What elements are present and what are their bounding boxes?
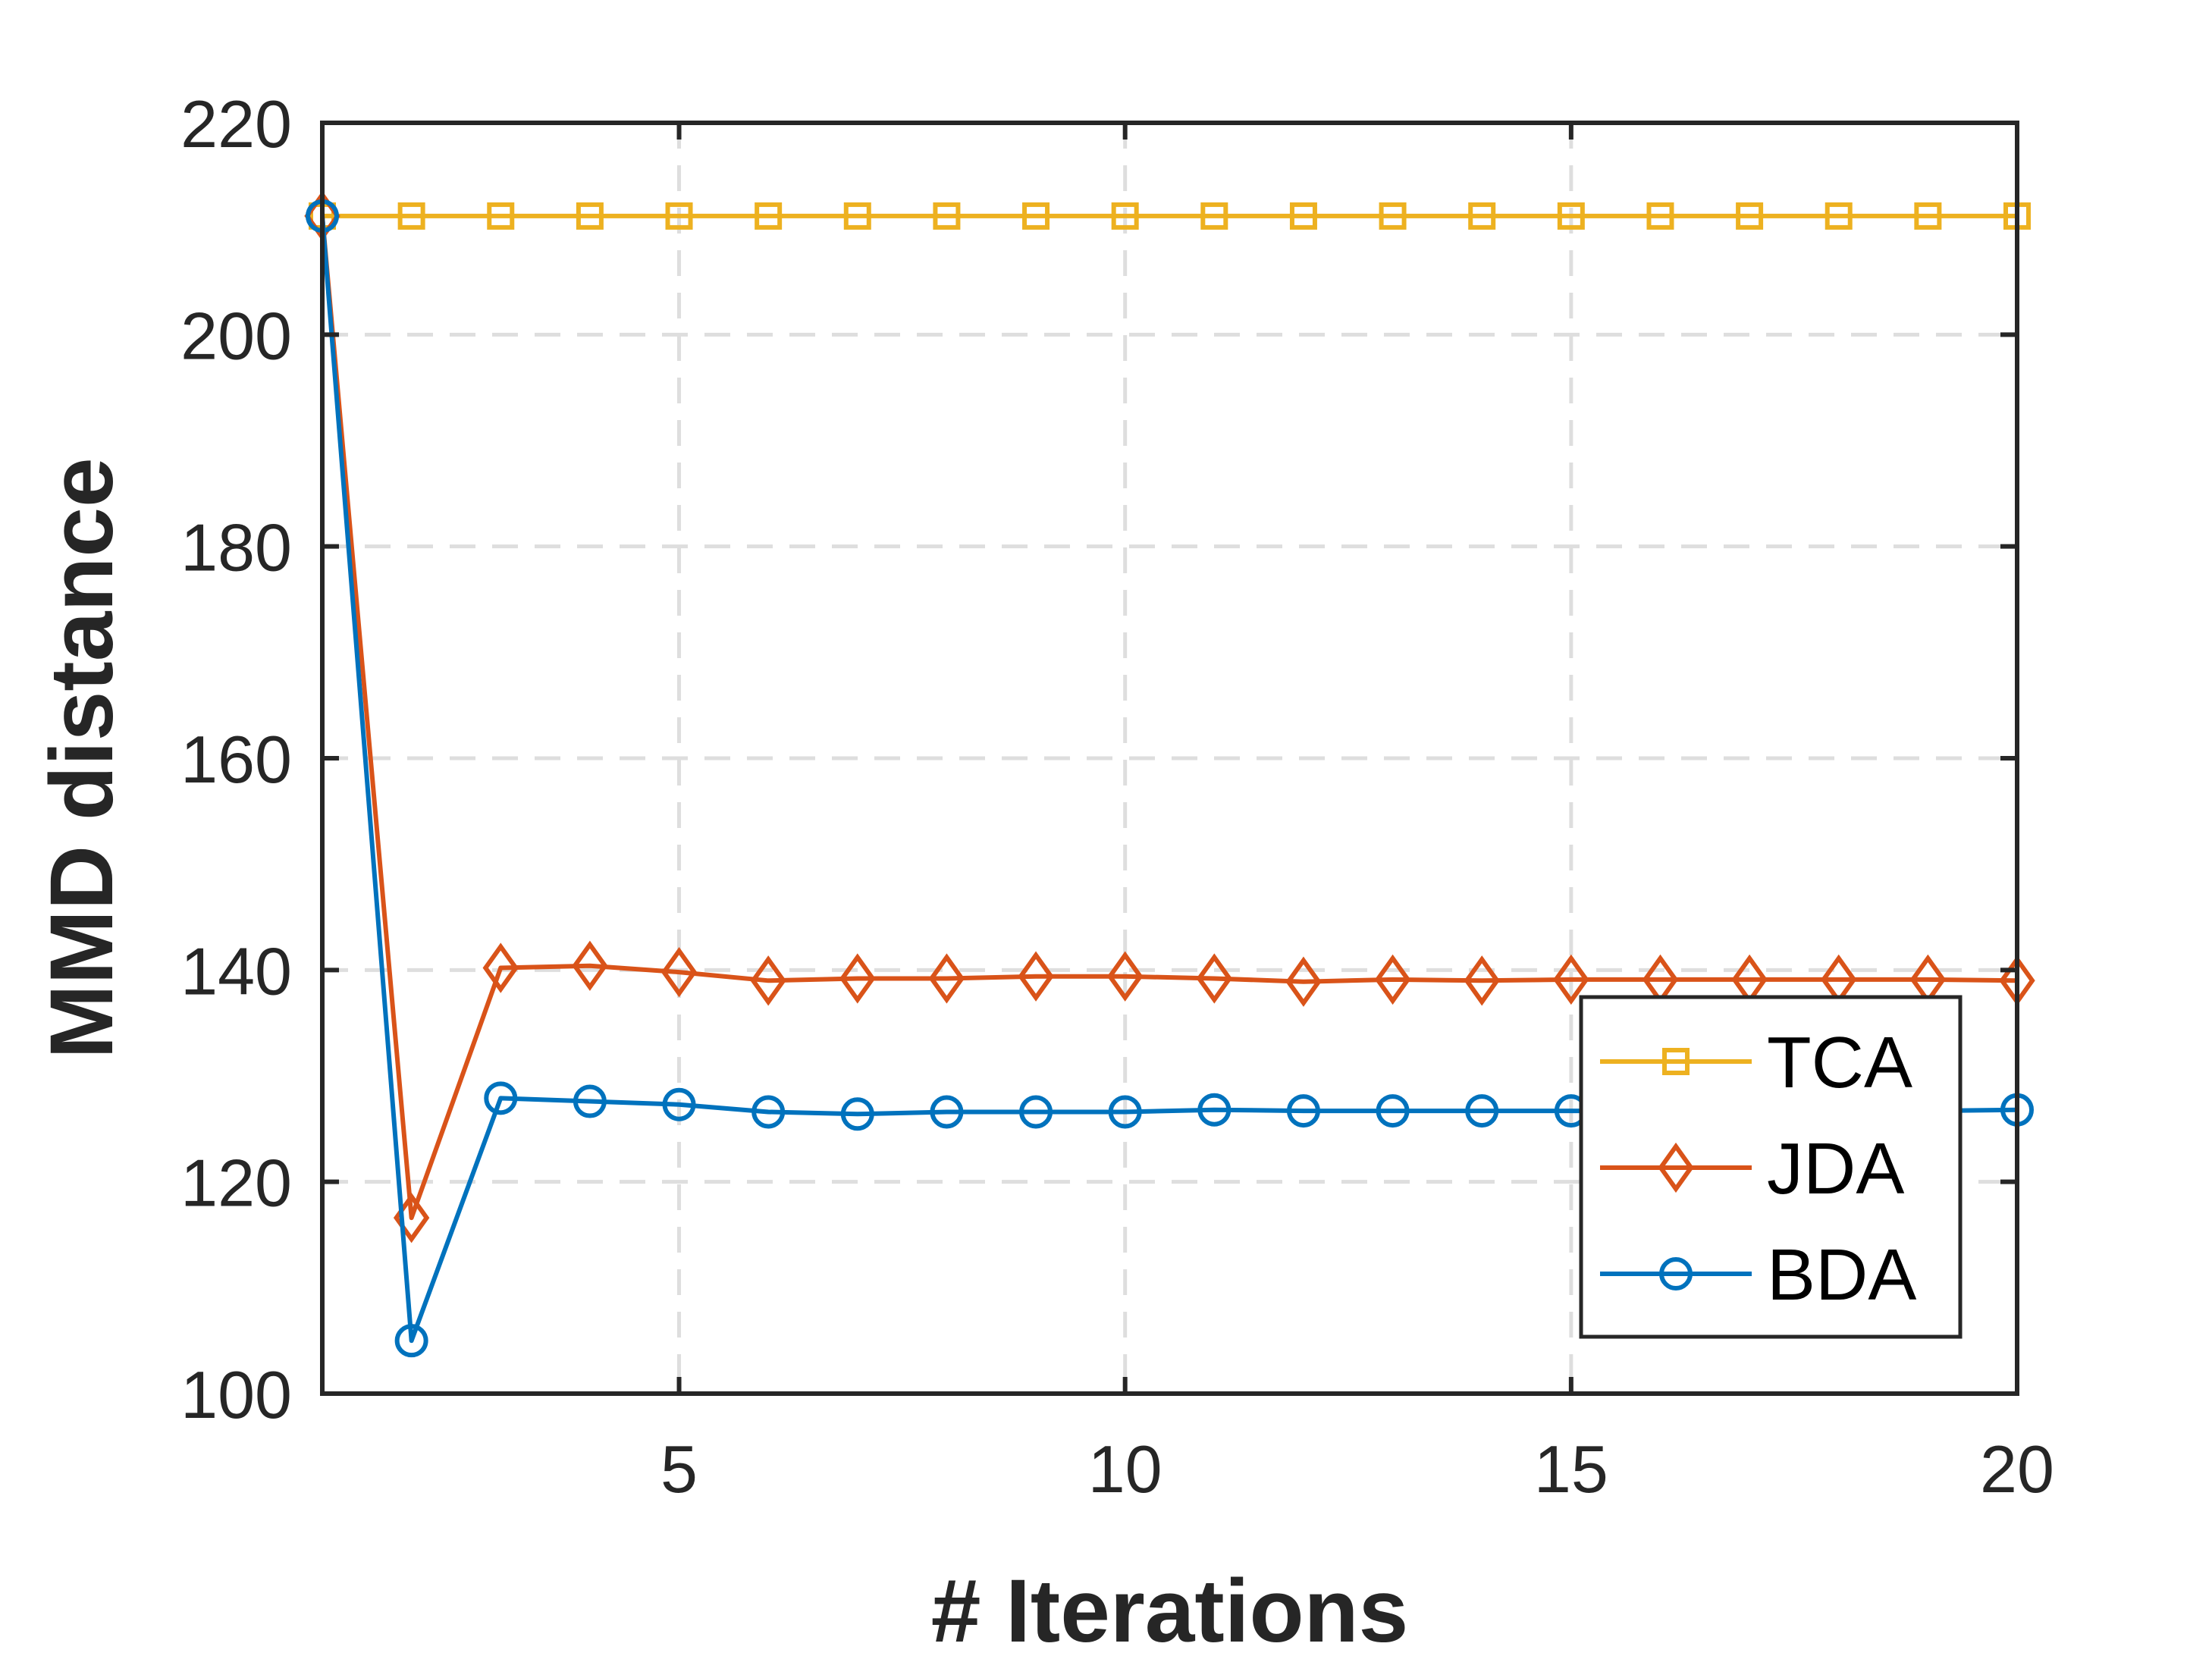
data-point-tca xyxy=(755,202,783,230)
data-point-jda xyxy=(1018,951,1054,1002)
data-point-tca xyxy=(1646,202,1674,230)
data-point-bda xyxy=(1465,1094,1499,1128)
data-point-tca xyxy=(1379,202,1407,230)
data-point-bda xyxy=(1197,1093,1232,1127)
data-point-tca xyxy=(1022,202,1050,230)
data-point-tca xyxy=(1557,202,1585,230)
data-point-jda xyxy=(1285,956,1322,1007)
legend-label-jda: JDA xyxy=(1767,1128,1904,1209)
data-point-jda xyxy=(750,955,786,1006)
y-tick-label: 160 xyxy=(180,722,292,797)
y-tick-label: 220 xyxy=(180,86,292,162)
y-tick-label: 120 xyxy=(180,1146,292,1221)
data-point-tca xyxy=(1825,202,1853,230)
data-point-bda xyxy=(840,1097,874,1131)
data-point-bda xyxy=(394,1324,428,1358)
data-point-jda xyxy=(660,946,698,998)
x-tick-label: 10 xyxy=(1088,1432,1162,1507)
data-point-bda xyxy=(662,1087,696,1121)
data-point-jda xyxy=(1196,953,1233,1004)
data-point-bda xyxy=(1376,1094,1410,1128)
x-tick-label: 20 xyxy=(1980,1432,2054,1507)
data-point-tca xyxy=(397,202,425,230)
data-point-jda xyxy=(1553,954,1589,1005)
data-point-bda xyxy=(1286,1094,1320,1128)
x-tick-label: 15 xyxy=(1534,1432,1608,1507)
data-point-jda xyxy=(482,942,519,993)
data-point-tca xyxy=(1289,202,1317,230)
data-point-tca xyxy=(487,202,515,230)
y-tick-label: 140 xyxy=(180,933,292,1008)
data-point-tca xyxy=(1111,202,1139,230)
y-tick-label: 100 xyxy=(180,1357,292,1432)
data-point-tca xyxy=(576,202,604,230)
data-point-tca xyxy=(665,202,693,230)
data-point-bda xyxy=(1019,1095,1053,1129)
legend-marker-tca xyxy=(1662,1048,1690,1075)
y-tick-label: 180 xyxy=(180,510,292,585)
data-point-jda xyxy=(1374,954,1411,1005)
data-point-bda xyxy=(484,1081,518,1115)
data-point-tca xyxy=(1736,202,1764,230)
data-point-jda xyxy=(572,940,608,991)
data-point-tca xyxy=(1468,202,1496,230)
data-point-jda xyxy=(839,953,876,1004)
data-point-tca xyxy=(1914,202,1942,230)
data-point-jda xyxy=(928,953,965,1004)
data-point-bda xyxy=(573,1084,607,1118)
data-point-tca xyxy=(1200,202,1228,230)
y-axis-label: MMD distance xyxy=(32,457,132,1058)
y-tick-label: 200 xyxy=(180,298,292,373)
legend-label-tca: TCA xyxy=(1767,1022,1912,1103)
legend: TCA JDA BDA xyxy=(1579,995,1963,1339)
legend-marker-bda xyxy=(1659,1257,1693,1291)
legend-label-bda: BDA xyxy=(1767,1234,1916,1316)
data-point-bda xyxy=(751,1095,786,1129)
data-point-jda xyxy=(1464,955,1500,1006)
data-point-tca xyxy=(933,202,961,230)
data-point-bda xyxy=(1108,1095,1142,1129)
data-point-bda xyxy=(930,1095,964,1129)
data-point-jda xyxy=(1106,951,1144,1002)
series-tca xyxy=(309,202,2031,230)
data-point-tca xyxy=(843,202,871,230)
x-axis-label: # Iterations xyxy=(931,1561,1409,1659)
x-tick-label: 5 xyxy=(660,1432,698,1507)
ticks: 5 10 15 20 100 120 140 160 180 200 220 xyxy=(180,86,2054,1507)
legend-marker-jda xyxy=(1658,1142,1694,1193)
